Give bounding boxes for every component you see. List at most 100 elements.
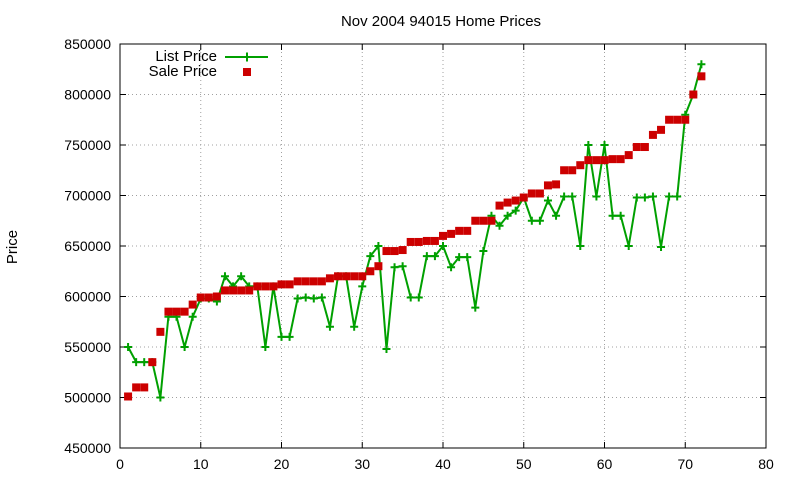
list-price-series — [124, 60, 706, 402]
y-tick-label: 650000 — [64, 238, 111, 254]
sale-price-point — [624, 151, 633, 160]
y-tick-label: 600000 — [64, 289, 111, 305]
sale-price-point — [156, 327, 165, 336]
sale-price-point — [342, 272, 351, 281]
sale-price-point — [188, 300, 197, 309]
sale-price-point — [301, 277, 310, 286]
x-tick-label: 30 — [354, 456, 370, 472]
x-tick-label: 0 — [116, 456, 124, 472]
sale-price-point — [616, 155, 625, 164]
list-price-point — [140, 358, 149, 367]
list-price-point — [495, 221, 504, 230]
sale-price-point — [673, 115, 682, 124]
sale-price-point — [535, 189, 544, 198]
list-price-point — [422, 252, 431, 261]
sale-price-point — [334, 272, 343, 281]
sale-price-point — [277, 280, 286, 289]
y-tick-label: 550000 — [64, 339, 111, 355]
sale-price-point — [422, 236, 431, 245]
sale-price-point — [390, 247, 399, 256]
sale-price-point — [463, 226, 472, 235]
list-price-point — [382, 345, 391, 354]
list-price-point — [301, 293, 310, 302]
sale-price-point — [632, 143, 641, 152]
sale-price-point — [204, 293, 213, 302]
list-price-point — [285, 332, 294, 341]
list-price-point — [180, 343, 189, 351]
x-tick-label: 80 — [758, 456, 774, 472]
x-tick-label: 40 — [435, 456, 451, 472]
legend-list-price-marker — [242, 52, 252, 62]
sale-price-point — [132, 383, 141, 392]
list-price-point — [511, 206, 520, 215]
sale-price-point — [439, 231, 447, 240]
sale-price-point — [479, 216, 488, 225]
y-tick-label: 800000 — [64, 87, 111, 103]
y-axis-ticks: 450000 500000 550000 600000 650000 700000 7500… — [64, 36, 766, 456]
chart-title: Nov 2004 94015 Home Prices — [341, 13, 541, 30]
y-tick-label: 450000 — [64, 440, 111, 456]
list-price-point — [309, 294, 318, 303]
sale-price-point — [406, 237, 415, 246]
legend-sale-price-label: Sale Price — [149, 63, 217, 80]
list-price-point — [665, 192, 674, 201]
sale-price-point — [552, 180, 561, 189]
sale-price-point — [245, 286, 254, 295]
sale-price-point — [487, 216, 496, 225]
sale-price-point — [366, 267, 375, 276]
sale-price-point — [285, 280, 294, 289]
list-price-point — [293, 294, 302, 303]
sale-price-point — [196, 293, 205, 302]
list-price-point — [406, 293, 415, 302]
sale-price-point — [576, 161, 585, 170]
y-tick-label: 850000 — [64, 36, 111, 52]
list-price-point — [447, 263, 456, 272]
list-price-point — [648, 192, 657, 201]
list-price-point — [430, 252, 439, 261]
sale-price-point — [293, 277, 302, 286]
x-tick-label: 70 — [677, 456, 693, 472]
x-tick-label: 10 — [193, 456, 209, 472]
list-price-point — [390, 263, 399, 272]
list-price-point — [220, 272, 229, 281]
sale-price-point — [503, 198, 512, 207]
sale-price-point — [124, 392, 133, 401]
list-price-point — [632, 193, 641, 202]
sale-price-point — [164, 307, 173, 316]
sale-price-point — [681, 115, 690, 124]
sale-price-point — [430, 236, 439, 245]
list-price-point — [277, 332, 286, 341]
list-price-point — [584, 141, 593, 149]
grid-lines — [120, 44, 766, 448]
list-price-point — [479, 247, 488, 256]
list-price-point — [374, 242, 383, 250]
list-price-point — [616, 211, 625, 220]
sale-price-point — [350, 272, 359, 281]
list-price-point — [503, 211, 512, 220]
sale-price-point — [543, 181, 552, 190]
list-price-point — [552, 211, 561, 220]
sale-price-point — [212, 292, 221, 301]
list-price-line — [127, 63, 703, 399]
sale-price-point — [374, 262, 383, 271]
sale-price-point — [229, 286, 238, 295]
list-price-point — [527, 216, 536, 225]
sale-price-point — [180, 307, 189, 316]
y-axis-label: Price — [4, 230, 21, 264]
sale-price-point — [382, 247, 391, 256]
sale-price-point — [648, 130, 657, 139]
plot-frame — [119, 43, 767, 449]
sale-price-point — [697, 72, 706, 81]
sale-price-point — [398, 246, 407, 255]
sale-price-point — [527, 189, 536, 198]
sale-price-point — [358, 272, 367, 281]
sale-price-point — [560, 166, 569, 175]
list-price-point — [543, 196, 552, 205]
legend-sale-price-marker — [243, 68, 251, 76]
list-price-point — [592, 192, 601, 201]
list-price-point — [471, 303, 480, 312]
y-tick-label: 750000 — [64, 137, 111, 153]
list-price-point — [358, 282, 367, 291]
list-price-point — [366, 252, 375, 261]
